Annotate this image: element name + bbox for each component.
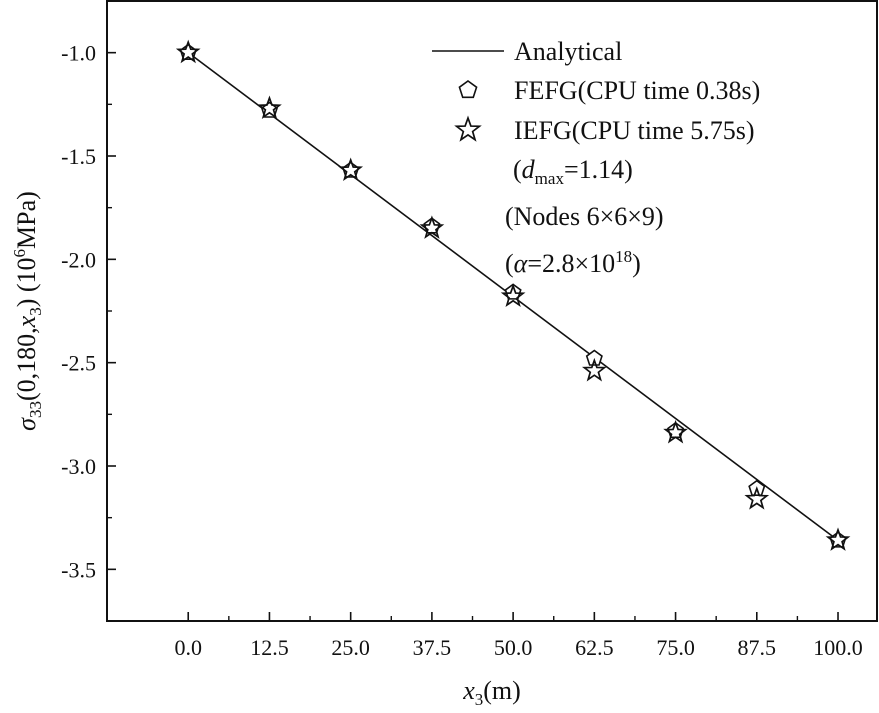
iefg-point	[419, 215, 445, 239]
x-tick-label: 0.0	[174, 635, 202, 660]
legend-pentagon-icon	[458, 80, 478, 99]
y-tick-label: -2.5	[61, 351, 96, 376]
legend-label-iefg: IEFG(CPU time 5.75s)	[514, 116, 755, 145]
plot-frame	[106, 0, 878, 622]
fefg-point	[585, 349, 603, 366]
y-tick-label: -3.0	[61, 454, 96, 479]
fefg-point	[504, 283, 522, 300]
iefg-point	[825, 527, 851, 551]
series-layer	[175, 39, 851, 551]
iefg-point	[257, 95, 282, 119]
annotation-dmax: (dmax=1.14)	[513, 155, 633, 188]
x-tick-label: 62.5	[575, 635, 614, 660]
iefg-point	[338, 157, 364, 181]
legend-star-shape	[454, 115, 482, 142]
iefg-point	[175, 39, 201, 64]
y-axis-title: σ33(0,180,x3) (106MPa)	[10, 191, 45, 431]
x-tick-label: 50.0	[494, 635, 533, 660]
y-tick-label: -2.0	[61, 247, 96, 272]
legend: Analytical FEFG(CPU time 0.38s) IEFG(CPU…	[432, 37, 760, 145]
x-tick-label: 37.5	[413, 635, 452, 660]
legend-label-fefg: FEFG(CPU time 0.38s)	[514, 76, 760, 105]
legend-pentagon-shape	[458, 80, 478, 99]
iefg-point	[663, 419, 688, 444]
iefg-point	[500, 283, 526, 308]
x-tick-label: 25.0	[331, 635, 370, 660]
x-axis-ticks: 0.0 12.5 25.0 37.5 50.0 62.5 75.0 87.5 100.0	[174, 612, 863, 660]
iefg-point	[581, 357, 607, 382]
x-tick-label: 75.0	[656, 635, 695, 660]
annotation-alpha: (α=2.8×1018)	[505, 247, 641, 278]
y-tick-label: -3.5	[61, 557, 96, 582]
y-axis-ticks: -1.0 -1.5 -2.0 -2.5 -3.0 -3.5	[61, 0, 116, 622]
y-tick-label: -1.5	[61, 144, 96, 169]
x-tick-label: 12.5	[250, 635, 289, 660]
x-tick-label: 87.5	[738, 635, 777, 660]
annotation-nodes: (Nodes 6×6×9)	[505, 202, 664, 231]
legend-label-analytical: Analytical	[514, 37, 622, 66]
legend-star-icon	[454, 115, 482, 142]
x-axis-title: x3(m)	[462, 676, 521, 709]
x-tick-label: 100.0	[813, 635, 863, 660]
iefg-point	[744, 486, 770, 510]
y-tick-label: -1.0	[61, 41, 96, 66]
